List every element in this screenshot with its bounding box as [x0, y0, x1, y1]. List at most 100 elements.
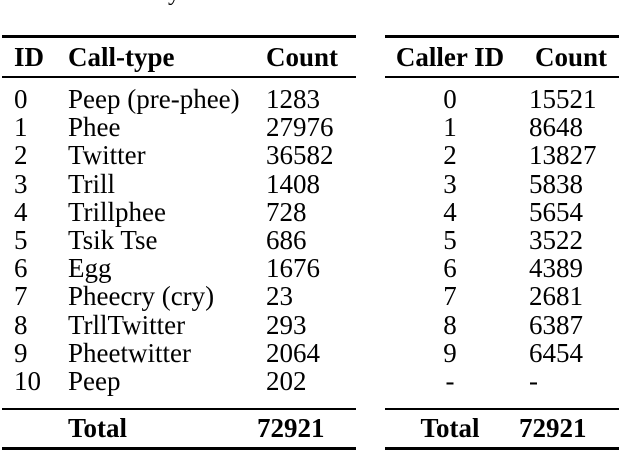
table-body: 0 15521 1 8648 2 13827 3 5838 4 5654 5 3…	[385, 78, 619, 408]
caller-id-cell: 8	[443, 309, 457, 340]
table-row: 8 6387	[385, 309, 619, 340]
call-type-cell: Peep	[68, 365, 121, 396]
table-row: 7 Pheecry (cry) 23	[2, 282, 356, 310]
id-cell: 4	[14, 196, 28, 227]
count-cell: 23	[266, 281, 293, 312]
table-row: - -	[385, 367, 619, 395]
id-cell: 9	[14, 337, 28, 368]
table-row: 1 8648	[385, 113, 619, 141]
count-cell: 4389	[529, 253, 583, 284]
table-row: 3 Trill 1408	[2, 168, 356, 199]
id-cell: 8	[14, 309, 28, 340]
id-cell: 10	[14, 365, 41, 396]
top-rule	[385, 35, 619, 38]
count-cell: 293	[266, 309, 307, 340]
call-type-cell: Tsik Tse	[68, 224, 158, 255]
caller-id-cell: 3	[443, 168, 457, 199]
call-type-cell: Pheecry (cry)	[68, 281, 215, 312]
table-row: 2 13827	[385, 141, 619, 169]
column-header-count: Count	[266, 41, 339, 72]
caller-id-cell: 9	[443, 337, 457, 368]
caller-id-cell: 2	[443, 140, 457, 171]
count-cell: 686	[266, 224, 307, 255]
count-cell: 3522	[529, 224, 583, 255]
count-cell: 2064	[266, 337, 320, 368]
id-cell: 3	[14, 168, 28, 199]
total-count: 72921	[519, 413, 587, 444]
total-label: Total	[68, 413, 128, 444]
table-row: 2 Twitter 36582	[2, 141, 356, 169]
count-cell: 6387	[529, 309, 583, 340]
caller-id-cell: 0	[443, 84, 457, 114]
caller-id-table: Caller ID Count 0 15521 1 8648 2 13827 3…	[385, 35, 619, 451]
bottom-rule	[385, 447, 619, 451]
call-type-cell: Pheetwitter	[68, 337, 191, 368]
table-row: 0 15521	[385, 85, 619, 113]
table-header-row: ID Call-type Count	[2, 38, 356, 76]
table-row: 3 5838	[385, 168, 619, 199]
table-row: 8 TrllTwitter 293	[2, 309, 356, 340]
column-header-call-type: Call-type	[68, 41, 175, 72]
table-row: 5 Tsik Tse 686	[2, 226, 356, 254]
id-cell: 1	[14, 112, 28, 143]
total-rule	[2, 408, 356, 411]
header-rule	[385, 76, 619, 78]
count-cell: 1408	[266, 168, 320, 199]
table-row: 7 2681	[385, 282, 619, 310]
column-header-count: Count	[535, 41, 608, 72]
count-cell: 8648	[529, 112, 583, 143]
column-header-caller-id: Caller ID	[395, 41, 505, 72]
caption-fragment: y	[168, 0, 190, 7]
bottom-rule	[2, 447, 356, 451]
count-cell: 15521	[529, 84, 597, 114]
caller-id-cell: 6	[443, 253, 457, 284]
id-cell: 6	[14, 253, 28, 284]
table-row: 9 Pheetwitter 2064	[2, 337, 356, 368]
header-rule	[2, 76, 356, 78]
column-header-id: ID	[14, 41, 45, 72]
call-type-cell: Peep (pre-phee)	[68, 84, 240, 114]
table-row: 4 Trillphee 728	[2, 198, 356, 226]
count-cell: 36582	[266, 140, 334, 171]
total-label: Total	[420, 413, 480, 444]
call-type-cell: Trillphee	[68, 196, 167, 227]
table-header-row: Caller ID Count	[385, 38, 619, 76]
table-row: 0 Peep (pre-phee) 1283	[2, 85, 356, 113]
call-type-cell: Twitter	[68, 140, 146, 171]
count-cell: 728	[266, 196, 307, 227]
caller-id-cell: 4	[443, 196, 457, 227]
call-type-table: ID Call-type Count 0 Peep (pre-phee) 128…	[2, 35, 356, 451]
table-body: 0 Peep (pre-phee) 1283 1 Phee 27976 2 Tw…	[2, 78, 356, 408]
call-type-cell: TrllTwitter	[68, 309, 186, 340]
count-cell: 202	[266, 365, 307, 396]
count-cell: 2681	[529, 281, 583, 312]
id-cell: 2	[14, 140, 28, 171]
count-cell: 1676	[266, 253, 320, 284]
table-row: 9 6454	[385, 337, 619, 368]
count-cell: 27976	[266, 112, 334, 143]
top-rule	[2, 35, 356, 38]
id-cell: 0	[14, 84, 28, 114]
count-cell: 1283	[266, 84, 320, 114]
table-row: 6 Egg 1676	[2, 254, 356, 282]
call-type-cell: Trill	[68, 168, 116, 199]
id-cell: 5	[14, 224, 28, 255]
count-cell: -	[529, 365, 538, 396]
caller-id-cell: 1	[443, 112, 457, 143]
table-row: 5 3522	[385, 226, 619, 254]
count-cell: 6454	[529, 337, 583, 368]
id-cell: 7	[14, 281, 28, 312]
total-row: Total 72921	[385, 410, 619, 447]
table-row: 1 Phee 27976	[2, 113, 356, 141]
caller-id-cell: -	[445, 365, 455, 396]
caption-fragment-glyph: y	[168, 0, 190, 5]
table-row: 6 4389	[385, 254, 619, 282]
table-row: 4 5654	[385, 198, 619, 226]
call-type-cell: Egg	[68, 253, 112, 284]
total-rule	[385, 408, 619, 411]
caller-id-cell: 5	[443, 224, 457, 255]
count-cell: 13827	[529, 140, 597, 171]
caller-id-cell: 7	[443, 281, 457, 312]
count-cell: 5654	[529, 196, 583, 227]
table-row: 10 Peep 202	[2, 367, 356, 395]
